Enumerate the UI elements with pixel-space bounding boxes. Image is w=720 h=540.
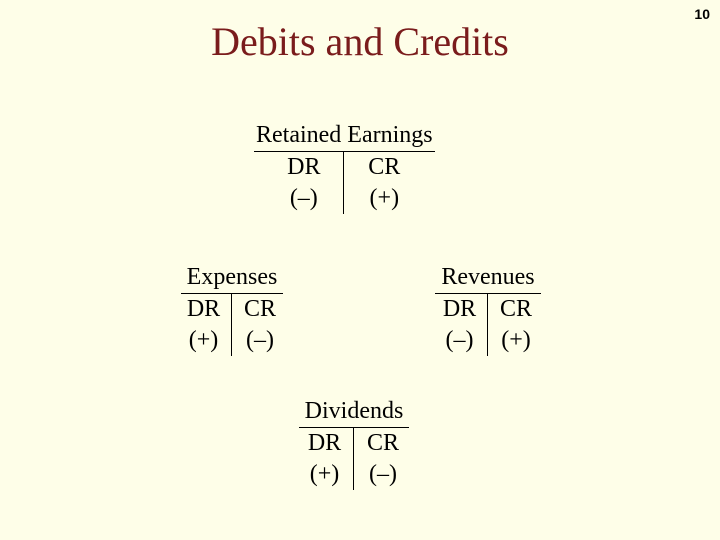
dr-sign: (+): [296, 459, 354, 490]
slide-title: Debits and Credits: [0, 18, 720, 65]
cr-label: CR: [354, 428, 412, 459]
dr-sign: (+): [176, 325, 232, 356]
dr-label: DR: [296, 428, 354, 459]
cr-label: CR: [232, 294, 288, 325]
cr-sign: (+): [488, 325, 544, 356]
dr-sign: (–): [264, 183, 344, 214]
dr-label: DR: [176, 294, 232, 325]
cr-sign: (–): [232, 325, 288, 356]
t-account-retained-earnings: Retained Earnings DR CR (–) (+): [254, 122, 435, 214]
t-account-dividends: Dividends DR CR (+) (–): [296, 398, 412, 490]
cr-label: CR: [488, 294, 544, 325]
account-title: Revenues: [435, 264, 540, 294]
cr-label: CR: [344, 152, 424, 183]
cr-sign: (–): [354, 459, 412, 490]
cr-sign: (+): [344, 183, 424, 214]
dr-label: DR: [432, 294, 488, 325]
account-title: Expenses: [181, 264, 284, 294]
t-account-expenses: Expenses DR CR (+) (–): [176, 264, 288, 356]
dr-sign: (–): [432, 325, 488, 356]
account-title: Retained Earnings: [254, 122, 435, 152]
t-account-revenues: Revenues DR CR (–) (+): [432, 264, 544, 356]
dr-label: DR: [264, 152, 344, 183]
account-title: Dividends: [299, 398, 410, 428]
